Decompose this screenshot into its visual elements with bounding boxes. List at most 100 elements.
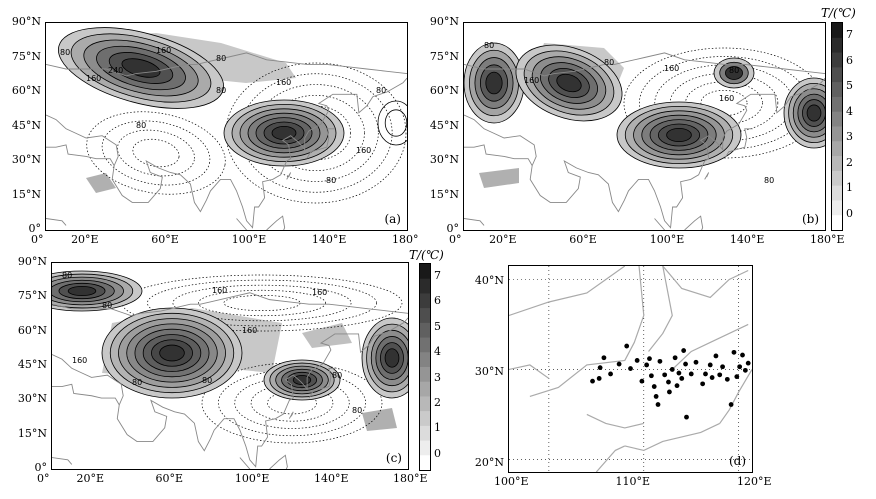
colorbar-tick-label: 5 — [846, 79, 853, 93]
station-point — [709, 375, 715, 380]
boundary-line — [671, 323, 749, 370]
boundary-line — [595, 445, 626, 472]
y-tick-label: 0° — [28, 222, 42, 235]
colorbar-swatch — [832, 82, 842, 98]
colorbar-swatch — [420, 455, 430, 470]
shaded-area — [86, 173, 116, 193]
station-point — [628, 366, 633, 371]
boundary-line — [719, 369, 752, 424]
coastline — [288, 411, 294, 419]
panel-label: (b) — [801, 212, 819, 226]
colorbar-swatch — [420, 293, 430, 309]
contour-label: 80 — [729, 66, 739, 75]
station-point — [639, 378, 645, 384]
contour-label: 240 — [108, 66, 123, 75]
panel-label: (d) — [728, 454, 746, 468]
contour-line — [159, 344, 185, 362]
x-tick-label: 110°E — [615, 475, 651, 488]
station-point — [720, 364, 725, 370]
y-tick-label: 75°N — [11, 49, 41, 63]
colorbar-swatch — [832, 141, 842, 157]
station-point — [676, 370, 682, 376]
contour-label: 80 — [60, 48, 70, 57]
coastline — [52, 457, 73, 465]
y-tick-label: 60°N — [429, 84, 459, 97]
colorbar-tick-label: 7 — [846, 27, 853, 41]
colorbar-swatch — [420, 411, 430, 427]
y-tick-label: 90°N — [17, 255, 47, 268]
y-tick-label: 75°N — [17, 289, 47, 303]
x-tick-label: 60°E — [155, 472, 184, 485]
contour-label: 80 — [102, 301, 112, 310]
colorbar-swatch — [420, 396, 430, 412]
contour-label: 80 — [604, 58, 614, 67]
colorbar-swatch — [832, 96, 842, 113]
contour-label: 80 — [216, 86, 226, 95]
station-map — [509, 266, 752, 472]
coastline — [52, 292, 408, 317]
negative-contour — [223, 295, 301, 311]
coastline — [464, 77, 825, 229]
colorbar-swatch — [832, 200, 842, 216]
station-point — [590, 378, 595, 384]
station-point — [601, 355, 607, 361]
contour-label: 160 — [72, 356, 87, 365]
y-tick-label: 20°N — [474, 455, 504, 469]
colorbar-title-1: T/(℃) — [821, 6, 856, 20]
negative-contour — [234, 377, 350, 429]
contour-line — [666, 128, 692, 143]
coastline — [46, 77, 407, 229]
station-point — [596, 376, 602, 381]
station-point — [647, 356, 652, 362]
colorbar-swatch — [832, 126, 842, 142]
station-point — [597, 365, 603, 371]
x-tick-label: 20°E — [489, 233, 517, 246]
contour-label: 160 — [312, 288, 327, 297]
y-tick-label: 30°N — [474, 365, 504, 379]
y-tick-label: 45°N — [17, 358, 47, 371]
colorbar-swatch — [832, 52, 842, 68]
negative-contour — [198, 289, 326, 317]
colorbar-tick-label: 7 — [434, 268, 441, 282]
map-frame-c: 80 80 160 160 160 80 80 80 160 80 (c) — [51, 262, 409, 470]
colorbar-tick-label: 4 — [434, 345, 441, 359]
negative-contour — [253, 84, 379, 182]
station-point — [679, 376, 685, 381]
coastline — [52, 317, 408, 468]
contour-line — [556, 73, 582, 93]
coastline — [52, 383, 120, 406]
negative-contour — [172, 284, 352, 322]
colorbar-swatch — [832, 215, 842, 230]
coastline — [46, 52, 407, 77]
colorbar-swatch — [420, 264, 430, 280]
colorbar-tick-label: 6 — [434, 294, 441, 308]
y-tick-label: 90°N — [11, 15, 41, 28]
station-point — [634, 358, 640, 363]
x-tick-label: 180°E — [392, 233, 427, 246]
station-point — [693, 359, 699, 365]
station-point — [700, 381, 706, 387]
colorbar-gradient — [420, 264, 430, 470]
station-point — [742, 367, 748, 373]
y-tick-label: 30°N — [429, 153, 459, 166]
coastline — [46, 218, 67, 226]
negative-contour — [281, 105, 351, 161]
station-point — [713, 353, 719, 359]
x-tick-label: 20°E — [76, 472, 105, 485]
station-point — [728, 402, 734, 407]
contour-line — [725, 66, 743, 80]
panel-d: (d) 40°N 30°N 20°N 100°E 110°E 120°E — [466, 260, 876, 499]
negative-contour — [147, 279, 377, 327]
contour-label: 80 — [332, 371, 342, 380]
boundary-line — [648, 266, 673, 352]
y-tick-label: 15°N — [11, 187, 41, 201]
coastline — [654, 218, 666, 230]
shaded-area — [479, 168, 519, 188]
x-tick-label: 20°E — [71, 233, 99, 246]
y-tick-label: 0° — [446, 222, 460, 235]
contour-line — [292, 374, 312, 386]
station-point — [737, 364, 743, 370]
y-tick-label: 30°N — [17, 392, 47, 406]
station-point — [672, 355, 678, 361]
colorbar-swatch — [832, 156, 842, 172]
